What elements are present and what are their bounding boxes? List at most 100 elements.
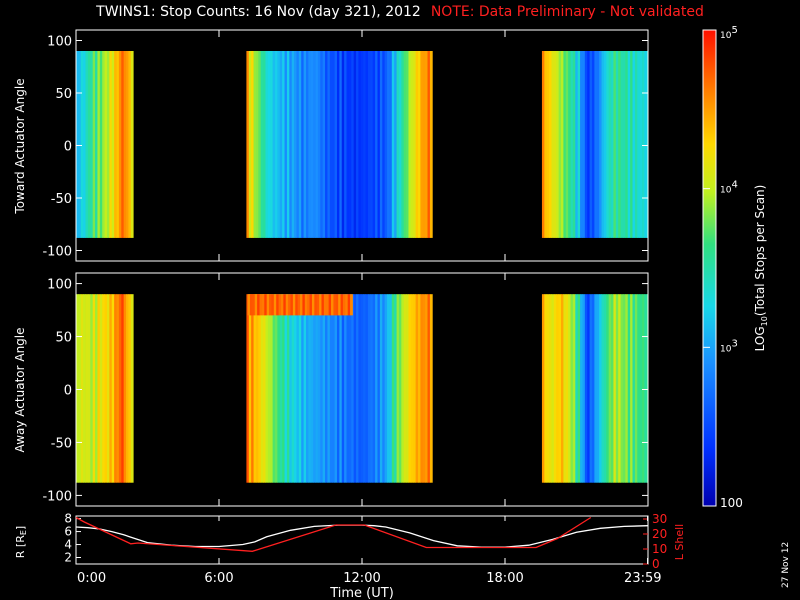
away-heatmap-column <box>114 294 117 483</box>
away-heatmap-column <box>298 294 302 483</box>
toward-heatmap-column <box>556 51 560 238</box>
away-heatmap-column <box>128 294 132 483</box>
away-heatmap-column <box>584 294 588 483</box>
away-heatmap-column <box>248 294 252 483</box>
away-ytick-label: 50 <box>55 331 72 346</box>
away-heatmap-column <box>575 294 579 483</box>
away-hot-band-cell <box>300 294 303 316</box>
away-heatmap-column <box>551 294 555 483</box>
toward-heatmap-column <box>317 51 321 238</box>
toward-heatmap-column <box>551 51 555 238</box>
away-heatmap-column <box>346 294 350 483</box>
away-heatmap-column <box>422 294 426 483</box>
away-heatmap-column <box>83 294 86 483</box>
lshell-ytick-label: 10 <box>652 542 667 556</box>
away-hot-band-cell <box>328 294 332 316</box>
away-hot-band-cell <box>345 294 349 316</box>
away-heatmap-column <box>348 294 352 483</box>
toward-heatmap-column <box>587 51 591 238</box>
toward-heatmap-column <box>296 51 300 238</box>
toward-heatmap-column <box>97 51 101 238</box>
toward-heatmap-column <box>577 51 581 238</box>
toward-heatmap-column <box>389 51 393 238</box>
toward-heatmap-column <box>130 51 134 238</box>
time-xtick-label: 0:00 <box>77 571 106 586</box>
toward-heatmap-column <box>546 51 550 238</box>
toward-heatmap-column <box>248 51 252 238</box>
date-stamp: 27 Nov 12 <box>781 541 791 588</box>
away-heatmap-column <box>596 294 600 483</box>
away-heatmap-column <box>415 294 419 483</box>
toward-heatmap-column <box>618 51 621 238</box>
orbit-plot-frame <box>75 515 649 565</box>
away-heatmap-column <box>253 294 257 483</box>
toward-heatmap-column <box>570 51 574 238</box>
toward-x-ticks <box>218 30 506 261</box>
toward-heatmap-column <box>270 51 274 238</box>
away-heatmap-column <box>627 294 631 483</box>
r-ytick-label: 4 <box>64 538 72 552</box>
toward-heatmap-column <box>332 51 335 238</box>
away-heatmap-column <box>301 294 304 483</box>
away-heatmap-column <box>310 294 314 483</box>
toward-heatmap-column <box>613 51 617 238</box>
toward-heatmap-column <box>116 51 120 238</box>
toward-heatmap-column <box>253 51 257 238</box>
time-xtick-label: 18:00 <box>486 571 523 586</box>
toward-heatmap-column <box>275 51 278 238</box>
away-heatmap-column <box>565 294 569 483</box>
toward-heatmap-column <box>87 51 91 238</box>
away-hot-band-cell <box>285 294 289 316</box>
away-heatmap-column <box>418 294 421 483</box>
away-hot-band-cell <box>319 294 322 316</box>
away-heatmap-column <box>389 294 393 483</box>
lshell-axis-label: L Shell <box>673 524 686 560</box>
away-heatmap-column <box>632 294 636 483</box>
away-hot-band-cell <box>254 294 258 316</box>
toward-ytick-label: 100 <box>47 35 72 50</box>
toward-heatmap-column <box>575 51 579 238</box>
title-note: NOTE: Data Preliminary - Not validated <box>430 4 704 20</box>
away-heatmap-column <box>289 294 293 483</box>
away-hot-band-cell <box>273 294 277 316</box>
away-heatmap-column <box>270 294 274 483</box>
toward-heatmap-column <box>114 51 117 238</box>
away-heatmap-column <box>246 294 250 483</box>
away-hot-band-cell <box>304 294 308 316</box>
toward-heatmap-column <box>334 51 338 238</box>
toward-heatmap-column <box>563 51 567 238</box>
away-heatmap-column <box>377 294 381 483</box>
toward-heatmap-column <box>601 51 605 238</box>
away-hot-band-cell <box>247 294 251 316</box>
toward-heatmap-column <box>109 51 113 238</box>
toward-heatmap-column <box>541 51 545 238</box>
away-heatmap-column <box>642 294 645 483</box>
away-heatmap-column <box>603 294 607 483</box>
away-hot-band-cell <box>264 294 268 316</box>
away-heatmap-column <box>322 294 326 483</box>
away-heatmap-column <box>305 294 309 483</box>
colorbar-tick-label: 105 <box>720 25 738 41</box>
toward-heatmap-column <box>260 51 264 238</box>
away-hot-band-cell <box>326 294 330 316</box>
toward-heatmap-column <box>294 51 297 238</box>
away-hot-band-cell <box>276 294 279 316</box>
toward-heatmap-column <box>298 51 302 238</box>
away-heatmap-column <box>391 294 395 483</box>
away-heatmap-column <box>109 294 113 483</box>
toward-heatmap-column <box>336 51 340 238</box>
toward-heatmap-column <box>384 51 388 238</box>
toward-heatmap-column <box>615 51 619 238</box>
toward-heatmap-column <box>258 51 262 238</box>
away-heatmap-column <box>382 294 386 483</box>
away-heatmap-column <box>332 294 335 483</box>
toward-heatmap-column <box>363 51 366 238</box>
toward-heatmap-column <box>427 51 431 238</box>
away-ytick-label: -50 <box>51 436 72 451</box>
time-xtick-label: 23:59 <box>624 571 661 586</box>
away-heatmap-column <box>317 294 321 483</box>
away-heatmap-column <box>286 294 290 483</box>
toward-heatmap-column <box>102 51 105 238</box>
away-hot-band-cell <box>331 294 334 316</box>
away-hot-band-cell <box>335 294 339 316</box>
